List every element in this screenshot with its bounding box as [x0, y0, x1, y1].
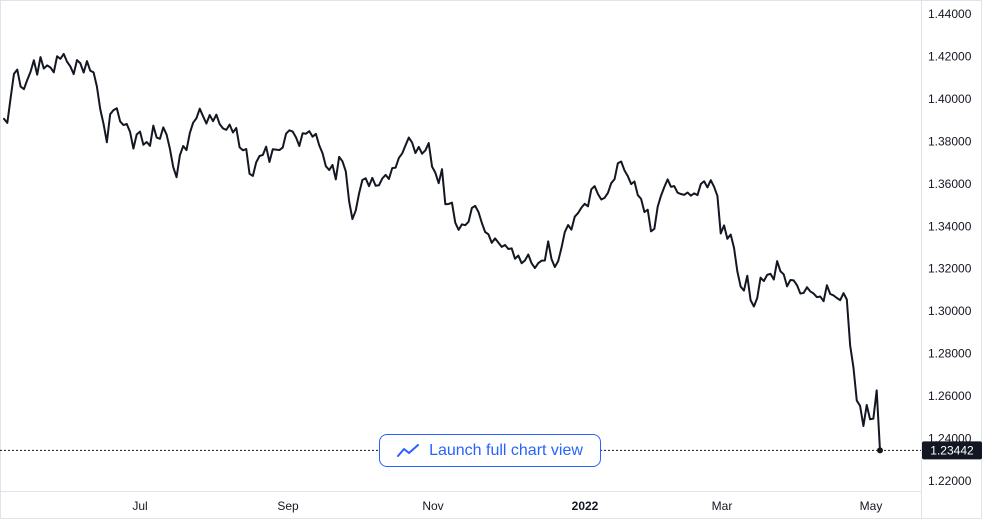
last-price-marker — [877, 447, 883, 454]
line-chart-icon — [397, 443, 420, 457]
last-price-tag: 1.23442 — [922, 441, 982, 460]
y-tick-label: 1.26000 — [928, 389, 972, 403]
y-tick-label: 1.22000 — [928, 474, 972, 488]
x-tick-label: 2022 — [572, 499, 599, 513]
y-tick-label: 1.38000 — [928, 134, 972, 148]
x-tick-label: Mar — [712, 499, 733, 513]
price-axis: 1.44000 1.42000 1.40000 1.38000 1.36000 1.340… — [928, 7, 972, 488]
y-tick-label: 1.44000 — [928, 7, 972, 21]
last-price-label-bg — [922, 441, 982, 460]
x-tick-label: May — [860, 499, 883, 513]
y-tick-label: 1.30000 — [928, 304, 972, 318]
x-tick-label: Nov — [422, 499, 443, 513]
y-tick-label: 1.36000 — [928, 177, 972, 191]
launch-full-chart-label: Launch full chart view — [429, 441, 583, 459]
y-tick-label: 1.40000 — [928, 92, 972, 106]
y-tick-label: 1.28000 — [928, 347, 972, 361]
x-tick-label: Jul — [132, 499, 147, 513]
price-series-line — [3, 52, 881, 452]
y-tick-label: 1.32000 — [928, 262, 972, 276]
y-tick-label: 1.34000 — [928, 219, 972, 233]
x-tick-label: Sep — [277, 499, 299, 513]
launch-full-chart-button[interactable]: Launch full chart view — [379, 434, 601, 467]
y-tick-label: 1.42000 — [928, 49, 972, 63]
last-price-label: 1.23442 — [930, 443, 974, 457]
time-axis: Jul Sep Nov 2022 Mar May — [132, 499, 882, 513]
